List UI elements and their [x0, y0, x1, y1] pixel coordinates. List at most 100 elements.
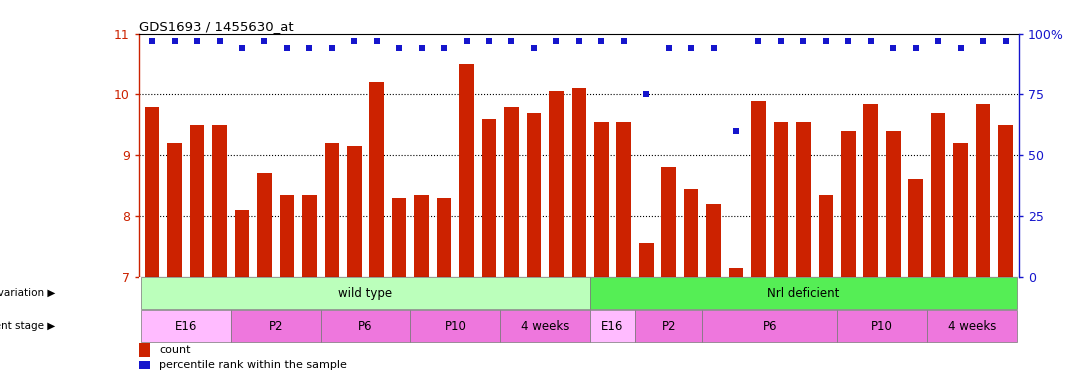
FancyBboxPatch shape [141, 277, 590, 309]
Text: 4 weeks: 4 weeks [521, 320, 570, 333]
Bar [527, 113, 541, 277]
Point [301, 45, 318, 51]
Bar [975, 104, 990, 277]
Bar [190, 125, 205, 277]
FancyBboxPatch shape [320, 310, 411, 342]
Text: GDS1693 / 1455630_at: GDS1693 / 1455630_at [139, 20, 293, 33]
Text: P6: P6 [763, 320, 777, 333]
Bar [436, 198, 451, 277]
Text: wild type: wild type [338, 287, 393, 300]
Bar [280, 195, 294, 277]
Point [705, 45, 722, 51]
Point [189, 38, 206, 44]
Point [435, 45, 452, 51]
Point [683, 45, 700, 51]
Point [323, 45, 340, 51]
Bar [662, 167, 676, 277]
FancyBboxPatch shape [411, 310, 500, 342]
Bar [751, 100, 766, 277]
Bar [774, 122, 789, 277]
Point [660, 45, 678, 51]
FancyBboxPatch shape [635, 310, 702, 342]
FancyBboxPatch shape [590, 310, 635, 342]
FancyBboxPatch shape [838, 310, 927, 342]
Bar [324, 143, 339, 277]
Bar [168, 143, 182, 277]
Point [503, 38, 520, 44]
Point [234, 45, 251, 51]
Point [907, 45, 924, 51]
Bar [863, 104, 878, 277]
Point [391, 45, 408, 51]
Bar [459, 64, 474, 277]
Bar [481, 119, 496, 277]
Text: E16: E16 [602, 320, 624, 333]
Point [638, 92, 655, 98]
Point [144, 38, 161, 44]
Bar [639, 243, 653, 277]
Point [166, 38, 184, 44]
Text: Nrl deficient: Nrl deficient [767, 287, 840, 300]
Point [525, 45, 542, 51]
Bar [999, 125, 1013, 277]
Bar [572, 88, 586, 277]
Bar [145, 106, 159, 277]
Text: P10: P10 [444, 320, 466, 333]
Text: E16: E16 [175, 320, 197, 333]
Bar [930, 113, 945, 277]
Point [593, 38, 610, 44]
Point [773, 38, 790, 44]
Bar [414, 195, 429, 277]
Bar [550, 92, 563, 277]
Point [929, 38, 946, 44]
Point [728, 128, 745, 134]
Point [795, 38, 812, 44]
Point [750, 38, 767, 44]
Point [997, 38, 1014, 44]
Bar [257, 173, 272, 277]
Text: P2: P2 [662, 320, 675, 333]
Point [570, 38, 587, 44]
Point [256, 38, 273, 44]
Point [885, 45, 902, 51]
FancyBboxPatch shape [141, 310, 230, 342]
Point [413, 45, 430, 51]
Point [278, 45, 296, 51]
Bar [235, 210, 250, 277]
Point [346, 38, 363, 44]
Bar [212, 125, 227, 277]
Bar [908, 180, 923, 277]
FancyBboxPatch shape [590, 277, 1017, 309]
Bar [139, 361, 150, 369]
Bar [369, 82, 384, 277]
Point [458, 38, 475, 44]
Point [840, 38, 857, 44]
Bar [139, 343, 150, 357]
Bar [302, 195, 317, 277]
Point [616, 38, 633, 44]
Text: percentile rank within the sample: percentile rank within the sample [159, 360, 347, 370]
Bar [392, 198, 407, 277]
Bar [617, 122, 631, 277]
Bar [729, 267, 744, 277]
Point [817, 38, 834, 44]
FancyBboxPatch shape [230, 310, 320, 342]
Bar [886, 131, 901, 277]
Point [211, 38, 228, 44]
Bar [953, 143, 968, 277]
Text: P6: P6 [359, 320, 372, 333]
Point [547, 38, 564, 44]
Point [974, 38, 991, 44]
Bar [818, 195, 833, 277]
Bar [796, 122, 811, 277]
Point [862, 38, 879, 44]
Bar [841, 131, 856, 277]
FancyBboxPatch shape [702, 310, 838, 342]
Text: P10: P10 [871, 320, 893, 333]
Point [368, 38, 385, 44]
Bar [684, 189, 699, 277]
Bar [505, 106, 519, 277]
Text: count: count [159, 345, 190, 355]
Text: development stage ▶: development stage ▶ [0, 321, 55, 332]
FancyBboxPatch shape [927, 310, 1017, 342]
